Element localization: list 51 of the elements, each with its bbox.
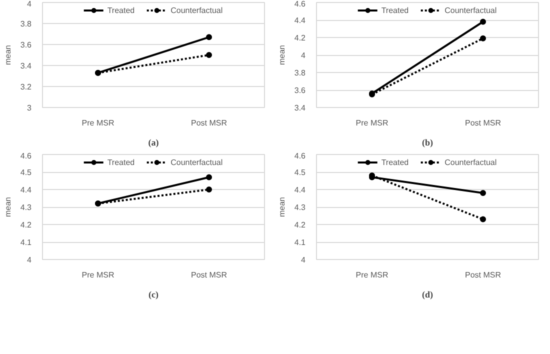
y-tick-label: 3 [27,104,32,112]
text: (d) [422,290,434,300]
y-tick-label: 4.4 [294,16,306,25]
y-tick-label: 3.6 [294,86,306,95]
x-tick-label: Post MSR [464,118,502,128]
y-tick-label: 3.8 [20,20,32,28]
y-axis-title: mean [277,196,286,218]
y-tick-label: 3.4 [294,104,306,112]
x-tick-label: Post MSR [464,270,502,280]
y-axis-title: mean [3,44,12,66]
y-tick-label: 4.3 [20,203,32,212]
y-tick-label: 4.1 [20,238,32,247]
y-tick-label: 4.2 [20,220,32,230]
y-axis-title: mean [277,44,286,66]
x-tick-label: Post MSR [190,270,228,280]
x-tick-label: Pre MSR [356,118,388,128]
text: (c) [148,290,159,300]
y-tick-label: 4.1 [294,238,306,247]
y-tick-label: 4.2 [294,220,306,230]
y-tick-label: 4 [301,51,306,60]
y-tick-label: 4 [301,256,306,264]
x-tick-label: Pre MSR [356,270,388,280]
x-tick-label: Pre MSR [82,118,114,128]
legend-label: Counterfactual [170,157,223,167]
legend-label: Counterfactual [444,157,497,167]
legend-label: Treated [107,157,135,167]
legend-label: Treated [381,157,409,167]
y-tick-label: 3.4 [20,62,32,70]
legend-label: Counterfactual [170,5,223,15]
text: (a) [148,138,159,148]
y-tick-label: 3.6 [20,40,32,50]
y-tick-label: 4.6 [294,152,306,160]
y-tick-label: 4.2 [294,34,306,42]
legend-label: Treated [107,5,135,15]
y-tick-label: 4.6 [294,0,306,8]
y-tick-label: 4.5 [294,168,306,177]
y-tick-label: 4.5 [20,168,32,177]
x-tick-label: Post MSR [190,118,228,128]
y-tick-label: 4.6 [20,152,32,160]
text: (b) [422,138,434,148]
x-tick-label: Pre MSR [82,270,114,280]
y-axis-title: mean [3,196,12,218]
y-tick-label: 4 [27,0,32,8]
y-tick-label: 3.8 [294,68,306,78]
legend-label: Counterfactual [444,5,497,15]
y-tick-label: 4.4 [294,186,306,194]
y-tick-label: 3.2 [20,82,32,92]
legend-label: Treated [381,5,409,15]
y-tick-label: 4 [27,256,32,264]
y-tick-label: 4.4 [20,186,32,194]
y-tick-label: 4.3 [294,203,306,212]
